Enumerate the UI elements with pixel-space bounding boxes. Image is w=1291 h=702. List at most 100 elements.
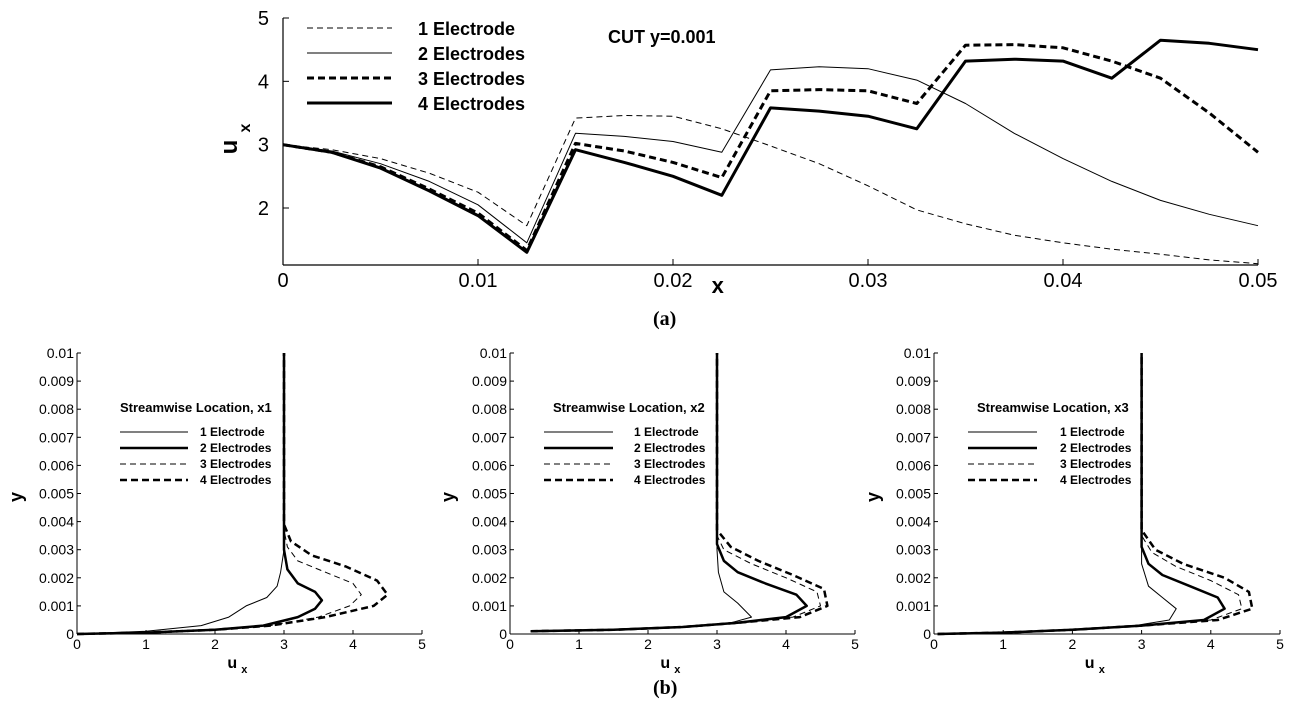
y-tick-label-a: 4 (258, 71, 269, 93)
y-axis-label-b2: y (438, 492, 458, 502)
y-tick-label-a: 3 (258, 135, 269, 157)
y-tick-label-b3: 0.005 (896, 486, 931, 502)
y-tick-label-b1: 0.005 (39, 486, 74, 502)
y-axis-label-b1: y (6, 492, 26, 502)
x-tick-label-b2: 2 (644, 636, 652, 652)
x-tick-label-a: 0.03 (849, 270, 888, 292)
legend-label-a-3: 3 Electrodes (418, 69, 525, 89)
x-tick-label-b3: 5 (1276, 636, 1284, 652)
y-tick-label-b1: 0.001 (39, 598, 74, 614)
y-tick-label-b1: 0.003 (39, 542, 74, 558)
legend-label-b2-3: 3 Electrodes (634, 457, 706, 471)
x-tick-label-b1: 4 (349, 636, 357, 652)
y-tick-label-b3: 0.007 (896, 429, 931, 445)
caption-b: (b) (653, 677, 678, 699)
x-axis-label-sub-b1: x (241, 664, 248, 676)
y-tick-label-b3: 0.006 (896, 457, 931, 473)
x-tick-label-b2: 0 (506, 636, 514, 652)
y-tick-label-b2: 0.001 (472, 598, 507, 614)
x-axis-label-sub-b2: x (674, 664, 681, 676)
x-tick-label-a: 0.04 (1044, 270, 1083, 292)
legend-label-b2-1: 1 Electrode (634, 425, 699, 439)
x-tick-label-a: 0.01 (459, 270, 498, 292)
y-tick-label-b2: 0.004 (472, 514, 507, 530)
x-tick-label-b3: 1 (999, 636, 1007, 652)
series-line-b3-3 (937, 353, 1243, 635)
legend-label-b3-2: 2 Electrodes (1060, 441, 1132, 455)
y-tick-label-b1: 0.002 (39, 570, 74, 586)
y-tick-label-a: 2 (258, 198, 269, 220)
x-axis-label-b3: u (1085, 655, 1095, 672)
y-tick-label-b1: 0 (66, 626, 74, 642)
y-tick-label-b1: 0.007 (39, 429, 74, 445)
legend-label-b1-2: 2 Electrodes (200, 441, 272, 455)
series-line-b2-3 (530, 353, 821, 632)
series-line-b2-1 (530, 353, 752, 632)
x-tick-label-b1: 0 (73, 636, 81, 652)
x-tick-label-b2: 3 (713, 636, 721, 652)
y-tick-label-b3: 0.003 (896, 542, 931, 558)
series-line-b3-4 (937, 353, 1254, 636)
x-tick-label-b1: 5 (418, 636, 426, 652)
y-axis-label-a: u (216, 140, 243, 155)
x-tick-label-a: 0.05 (1239, 270, 1278, 292)
series-line-a-1 (282, 115, 1259, 265)
series-line-b1-3 (76, 353, 362, 635)
y-tick-label-b2: 0.007 (472, 429, 507, 445)
y-tick-label-b2: 0 (499, 626, 507, 642)
x-tick-label-b1: 3 (280, 636, 288, 652)
y-tick-label-b2: 0.005 (472, 486, 507, 502)
y-tick-label-b3: 0.001 (896, 598, 931, 614)
y-tick-label-b3: 0.009 (896, 373, 931, 389)
x-tick-label-b1: 2 (211, 636, 219, 652)
y-tick-label-b2: 0.01 (480, 345, 507, 361)
series-line-a-3 (282, 43, 1259, 252)
panel-title-b1: Streamwise Location, x1 (120, 400, 272, 415)
series-line-b1-4 (76, 353, 389, 636)
legend-label-b2-4: 4 Electrodes (634, 473, 706, 487)
panel-title-b3: Streamwise Location, x3 (977, 400, 1129, 415)
legend-label-b1-1: 1 Electrode (200, 425, 265, 439)
y-axis-label-b3: y (863, 492, 883, 502)
x-tick-label-b2: 5 (851, 636, 859, 652)
legend-label-b3-4: 4 Electrodes (1060, 473, 1132, 487)
y-tick-label-b3: 0 (923, 626, 931, 642)
x-axis-label-a: x (712, 273, 725, 298)
y-tick-label-b1: 0.006 (39, 457, 74, 473)
y-tick-label-b3: 0.008 (896, 401, 931, 417)
series-line-a-4 (282, 38, 1259, 254)
y-tick-label-b2: 0.002 (472, 570, 507, 586)
legend-label-b2-2: 2 Electrodes (634, 441, 706, 455)
x-tick-label-b3: 4 (1207, 636, 1215, 652)
x-tick-label-b1: 1 (142, 636, 150, 652)
y-tick-label-b3: 0.004 (896, 514, 931, 530)
x-tick-label-a: 0 (277, 270, 288, 292)
y-axis-label-sub-a: x (237, 123, 254, 132)
y-tick-label-b1: 0.004 (39, 514, 74, 530)
x-axis-label-sub-b3: x (1099, 664, 1106, 676)
legend-label-a-4: 4 Electrodes (418, 94, 525, 114)
series-line-b3-2 (937, 353, 1226, 636)
x-axis-label-b2: u (660, 655, 670, 672)
series-line-b2-4 (530, 353, 829, 633)
x-tick-label-a: 0.02 (654, 270, 693, 292)
x-tick-label-b2: 4 (782, 636, 790, 652)
series-line-a-2 (282, 66, 1259, 244)
x-axis-label-b1: u (227, 655, 237, 672)
legend-label-a-1: 1 Electrode (418, 19, 515, 39)
x-tick-label-b3: 0 (930, 636, 938, 652)
x-tick-label-b3: 3 (1138, 636, 1146, 652)
y-tick-label-b2: 0.003 (472, 542, 507, 558)
y-tick-label-b2: 0.008 (472, 401, 507, 417)
caption-a: (a) (653, 308, 677, 330)
panel-title-b2: Streamwise Location, x2 (553, 400, 705, 415)
legend-label-b3-3: 3 Electrodes (1060, 457, 1132, 471)
y-tick-label-b2: 0.009 (472, 373, 507, 389)
legend-label-b3-1: 1 Electrode (1060, 425, 1125, 439)
cut-annotation: CUT y=0.001 (608, 27, 716, 47)
legend-label-a-2: 2 Electrodes (418, 44, 525, 64)
series-line-b1-1 (76, 353, 285, 635)
legend-label-b1-3: 3 Electrodes (200, 457, 272, 471)
y-tick-label-b2: 0.006 (472, 457, 507, 473)
